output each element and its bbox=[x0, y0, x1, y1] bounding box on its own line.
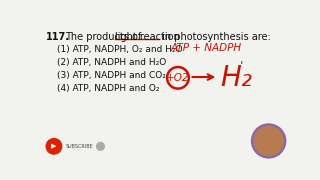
Circle shape bbox=[97, 143, 104, 150]
Text: ATP + NADPH: ATP + NADPH bbox=[170, 43, 241, 53]
Text: (1) ATP, NADPH, O₂ and H₂O: (1) ATP, NADPH, O₂ and H₂O bbox=[57, 45, 183, 54]
Text: (2) ATP, NADPH and H₂O: (2) ATP, NADPH and H₂O bbox=[57, 58, 166, 67]
Text: 117.: 117. bbox=[46, 32, 70, 42]
Text: light reaction: light reaction bbox=[115, 32, 180, 42]
Text: in photosynthesis are:: in photosynthesis are: bbox=[159, 32, 271, 42]
Circle shape bbox=[252, 124, 286, 158]
Text: (3) ATP, NADPH and CO₂: (3) ATP, NADPH and CO₂ bbox=[57, 71, 166, 80]
Text: The products of: The products of bbox=[65, 32, 144, 42]
Text: ▶: ▶ bbox=[51, 143, 57, 149]
Text: +O2: +O2 bbox=[166, 73, 190, 83]
Text: (4) ATP, NADPH and O₂: (4) ATP, NADPH and O₂ bbox=[57, 84, 160, 93]
Circle shape bbox=[254, 126, 283, 156]
Text: SUBSCRIBE: SUBSCRIBE bbox=[66, 144, 93, 149]
Circle shape bbox=[46, 139, 62, 154]
Text: ': ' bbox=[240, 60, 243, 73]
Text: H₂: H₂ bbox=[220, 64, 252, 92]
